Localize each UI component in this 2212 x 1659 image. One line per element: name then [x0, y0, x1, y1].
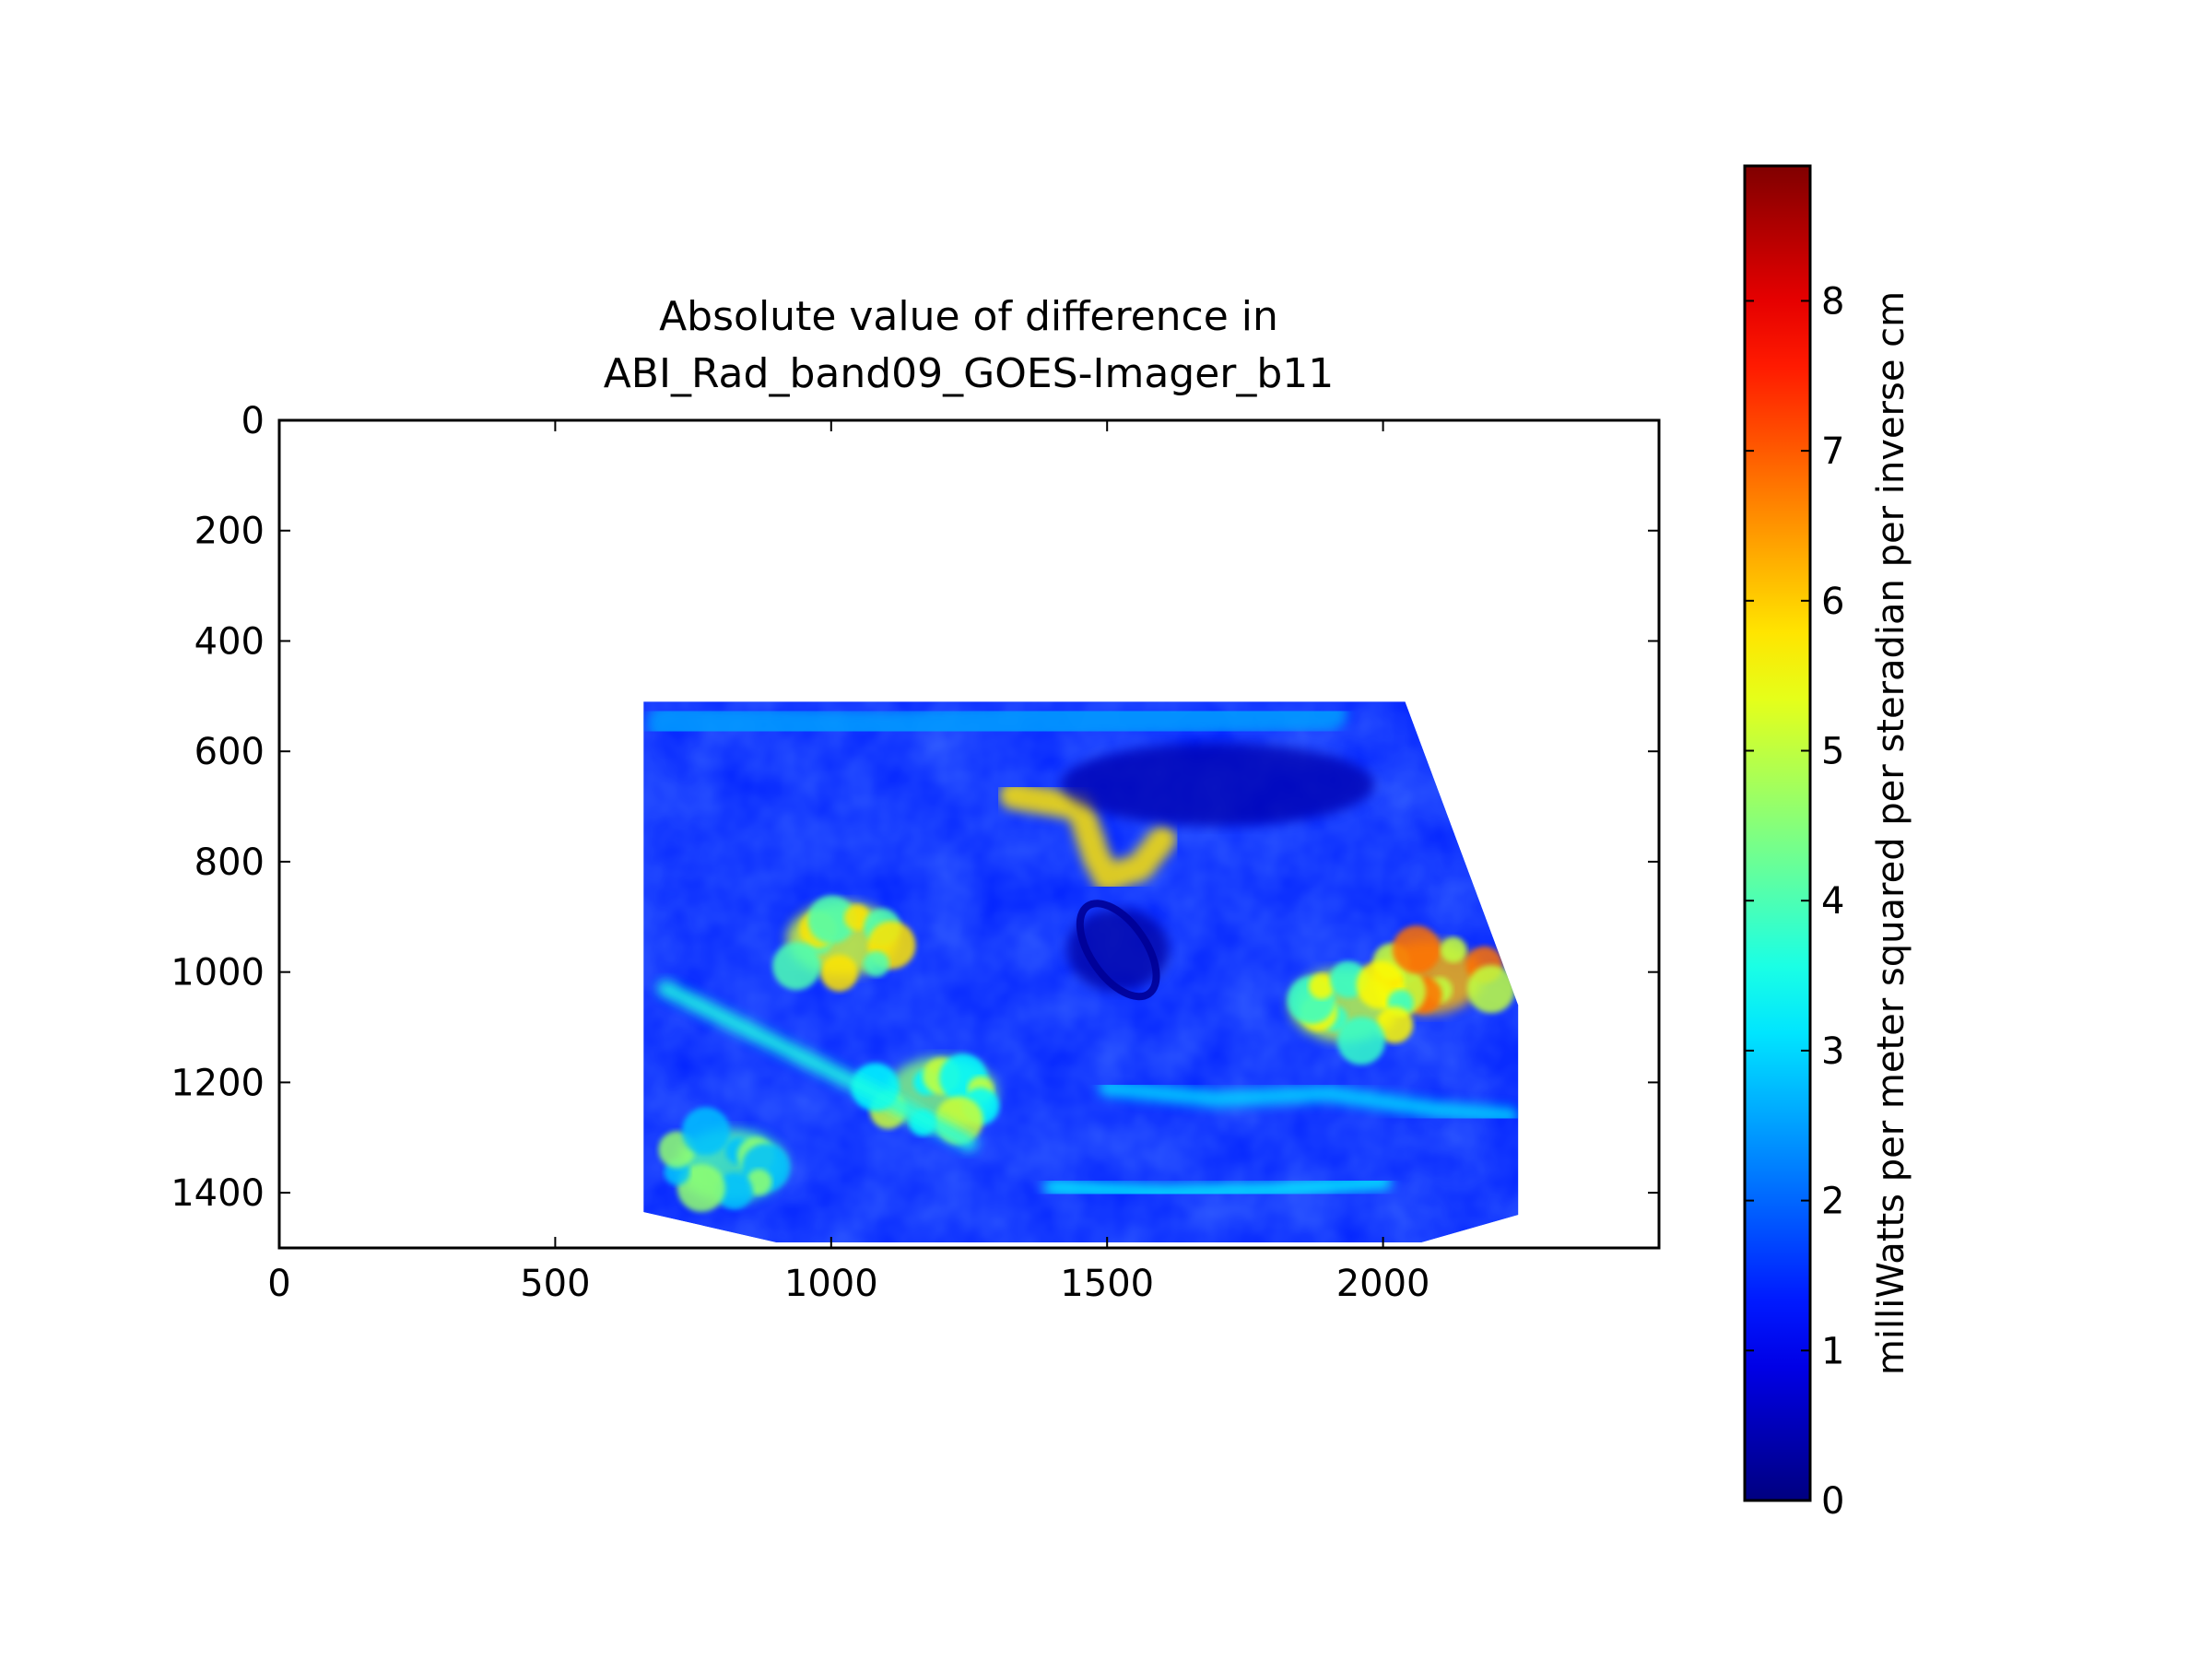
y-axis: 0 200 400 600 800 1000 1200 1400 — [171, 400, 1659, 1215]
y-tick-label: 200 — [194, 511, 265, 553]
colorbar-tick-label: 5 — [1821, 731, 1844, 773]
x-tick-label: 500 — [520, 1263, 590, 1305]
y-tick-label: 600 — [194, 731, 265, 773]
heatmap-image — [643, 701, 1519, 1242]
colorbar — [1743, 164, 1812, 1502]
heatmap-feature-high-patch-2-speckle — [1376, 1006, 1414, 1043]
colorbar-ticks: 0 1 2 3 4 5 6 7 8 — [1745, 280, 1844, 1523]
colorbar-tick-label: 7 — [1821, 430, 1844, 473]
heatmap-feature-medium-band-7 — [1099, 1079, 1519, 1124]
heatmap-feature-light-band-11 — [646, 701, 1347, 749]
y-tick-label: 1000 — [171, 952, 265, 994]
x-tick-label: 0 — [267, 1263, 290, 1305]
heatmap-feature-high-patch-2-speckle — [1337, 1017, 1385, 1065]
x-axis: 0 500 1000 1500 2000 — [267, 420, 1430, 1305]
heatmap-feature-low-swirl-10-ring — [1076, 900, 1160, 1001]
heatmap-feature-low-region-9 — [1060, 743, 1374, 827]
y-tick-label: 0 — [241, 400, 265, 442]
y-tick-label: 1400 — [171, 1172, 265, 1215]
colorbar-tick-label: 6 — [1821, 581, 1844, 623]
heatmap-feature-medium-band-8 — [1043, 1173, 1392, 1202]
heatmap-feature-high-patch-3-speckle — [772, 942, 821, 991]
colorbar-tick-label: 0 — [1821, 1480, 1844, 1523]
chart-title-line-2: ABI_Rad_band09_GOES-Imager_b11 — [604, 350, 1335, 397]
x-tick-label: 1000 — [784, 1263, 878, 1305]
chart-title-line-1: Absolute value of difference in — [659, 293, 1278, 340]
y-tick-label: 800 — [194, 841, 265, 884]
heatmap-feature-high-patch-3-speckle — [807, 895, 856, 944]
heatmap-feature-high-patch-3-speckle — [844, 904, 870, 931]
y-tick-label: 1200 — [171, 1062, 265, 1104]
heatmap-feature-high-patch-5-speckle — [681, 1107, 730, 1156]
colorbar-tick-label: 2 — [1821, 1181, 1844, 1223]
x-tick-label: 2000 — [1336, 1263, 1430, 1305]
heatmap-feature-high-patch-3-speckle — [863, 950, 889, 977]
plot-area-frame — [277, 418, 1661, 1250]
heatmap-data-region — [643, 701, 1519, 1242]
y-tick-label: 400 — [194, 620, 265, 663]
heatmap-feature-high-patch-1-speckle — [1466, 965, 1515, 1014]
heatmap-feature-high-patch-2-speckle — [1309, 973, 1335, 1000]
heatmap-feature-high-patch-3-speckle — [820, 954, 858, 992]
heatmap-feature-high-patch-1-speckle — [1441, 936, 1467, 963]
colorbar-tick-label: 3 — [1821, 1030, 1844, 1073]
colorbar-tick-label: 8 — [1821, 280, 1844, 323]
heatmap-feature-high-band-0 — [999, 782, 1177, 892]
colorbar-label: milliWatts per meter squared per steradi… — [1870, 291, 1912, 1375]
heatmap-feature-low-swirl-10 — [1067, 908, 1170, 992]
x-tick-label: 1500 — [1060, 1263, 1154, 1305]
colorbar-tick-label: 4 — [1821, 880, 1844, 923]
heatmap-feature-high-patch-1-speckle — [1392, 925, 1441, 974]
heatmap-feature-medium-band-6 — [657, 980, 978, 1152]
heatmap-feature-high-patch-5-speckle — [715, 1172, 753, 1210]
colorbar-tick-label: 1 — [1821, 1330, 1844, 1372]
